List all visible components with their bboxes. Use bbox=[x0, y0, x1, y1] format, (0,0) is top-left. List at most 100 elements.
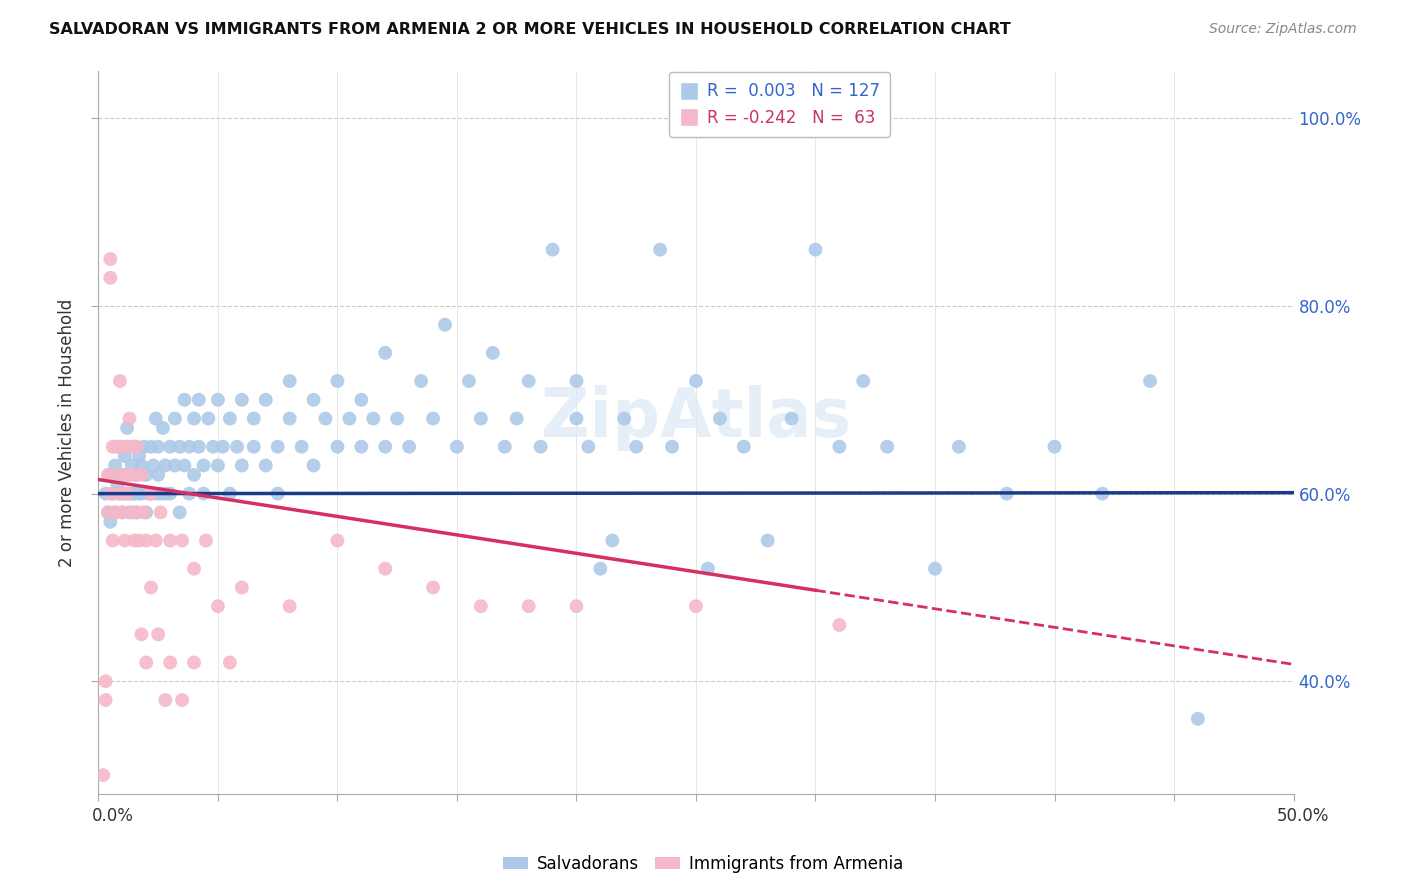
Point bbox=[254, 392, 277, 407]
Point bbox=[128, 486, 150, 500]
Point bbox=[363, 411, 385, 425]
Point bbox=[135, 533, 157, 548]
Point bbox=[121, 440, 143, 454]
Point bbox=[98, 270, 122, 285]
Point bbox=[104, 505, 127, 519]
Point bbox=[135, 505, 157, 519]
Point bbox=[135, 656, 157, 670]
Point bbox=[108, 486, 131, 500]
Point bbox=[131, 467, 153, 482]
Point bbox=[422, 581, 444, 595]
Point bbox=[278, 374, 301, 388]
Point bbox=[163, 411, 186, 425]
Point bbox=[94, 693, 117, 707]
Y-axis label: 2 or more Vehicles in Household: 2 or more Vehicles in Household bbox=[58, 299, 76, 566]
Point bbox=[626, 440, 648, 454]
Point bbox=[565, 374, 588, 388]
Point bbox=[97, 505, 120, 519]
Point bbox=[131, 458, 153, 473]
Point bbox=[231, 581, 253, 595]
Point bbox=[118, 467, 141, 482]
Point bbox=[326, 533, 349, 548]
Point bbox=[385, 411, 409, 425]
Point bbox=[350, 392, 373, 407]
Point bbox=[302, 458, 325, 473]
Point bbox=[517, 374, 540, 388]
Point bbox=[183, 656, 205, 670]
Point bbox=[207, 458, 229, 473]
Text: ZipAtlas: ZipAtlas bbox=[541, 385, 851, 451]
Point bbox=[374, 440, 396, 454]
Point bbox=[183, 562, 205, 576]
Point bbox=[422, 411, 444, 425]
Text: SALVADORAN VS IMMIGRANTS FROM ARMENIA 2 OR MORE VEHICLES IN HOUSEHOLD CORRELATIO: SALVADORAN VS IMMIGRANTS FROM ARMENIA 2 … bbox=[49, 22, 1011, 37]
Point bbox=[111, 505, 134, 519]
Point bbox=[179, 440, 201, 454]
Point bbox=[995, 486, 1018, 500]
Point bbox=[98, 486, 122, 500]
Point bbox=[828, 618, 851, 632]
Point bbox=[121, 486, 143, 500]
Point bbox=[149, 486, 172, 500]
Point bbox=[267, 486, 290, 500]
Point bbox=[159, 486, 181, 500]
Legend: R =  0.003   N = 127, R = -0.242   N =  63: R = 0.003 N = 127, R = -0.242 N = 63 bbox=[669, 72, 890, 136]
Point bbox=[139, 486, 162, 500]
Point bbox=[124, 467, 146, 482]
Point bbox=[155, 486, 177, 500]
Point bbox=[434, 318, 457, 332]
Point bbox=[804, 243, 827, 257]
Point bbox=[111, 440, 134, 454]
Point bbox=[339, 411, 361, 425]
Point bbox=[602, 533, 624, 548]
Point bbox=[291, 440, 314, 454]
Point bbox=[107, 477, 129, 491]
Point bbox=[114, 486, 136, 500]
Point bbox=[685, 374, 707, 388]
Point bbox=[107, 440, 129, 454]
Point bbox=[350, 440, 373, 454]
Point bbox=[374, 346, 396, 360]
Point bbox=[155, 693, 177, 707]
Point bbox=[202, 440, 225, 454]
Point bbox=[101, 486, 124, 500]
Point bbox=[207, 392, 229, 407]
Point bbox=[145, 533, 167, 548]
Point bbox=[1187, 712, 1209, 726]
Point bbox=[411, 374, 433, 388]
Point bbox=[828, 440, 851, 454]
Point bbox=[219, 656, 242, 670]
Point bbox=[315, 411, 337, 425]
Point bbox=[267, 440, 290, 454]
Point bbox=[159, 656, 181, 670]
Point bbox=[481, 346, 505, 360]
Point bbox=[517, 599, 540, 614]
Point bbox=[159, 533, 181, 548]
Point bbox=[948, 440, 970, 454]
Point bbox=[124, 533, 146, 548]
Point bbox=[506, 411, 529, 425]
Point bbox=[94, 486, 117, 500]
Point bbox=[195, 533, 218, 548]
Point bbox=[278, 599, 301, 614]
Point bbox=[231, 392, 253, 407]
Point bbox=[374, 562, 396, 576]
Point bbox=[155, 458, 177, 473]
Point bbox=[118, 486, 141, 500]
Point bbox=[243, 411, 266, 425]
Point bbox=[697, 562, 720, 576]
Point bbox=[98, 467, 122, 482]
Point bbox=[125, 505, 148, 519]
Point bbox=[1043, 440, 1066, 454]
Point bbox=[183, 467, 205, 482]
Point bbox=[128, 533, 150, 548]
Text: Source: ZipAtlas.com: Source: ZipAtlas.com bbox=[1209, 22, 1357, 37]
Point bbox=[114, 533, 136, 548]
Point bbox=[924, 562, 946, 576]
Point bbox=[104, 467, 127, 482]
Point bbox=[104, 505, 127, 519]
Point bbox=[458, 374, 481, 388]
Point bbox=[135, 467, 157, 482]
Point bbox=[139, 486, 162, 500]
Point bbox=[685, 599, 707, 614]
